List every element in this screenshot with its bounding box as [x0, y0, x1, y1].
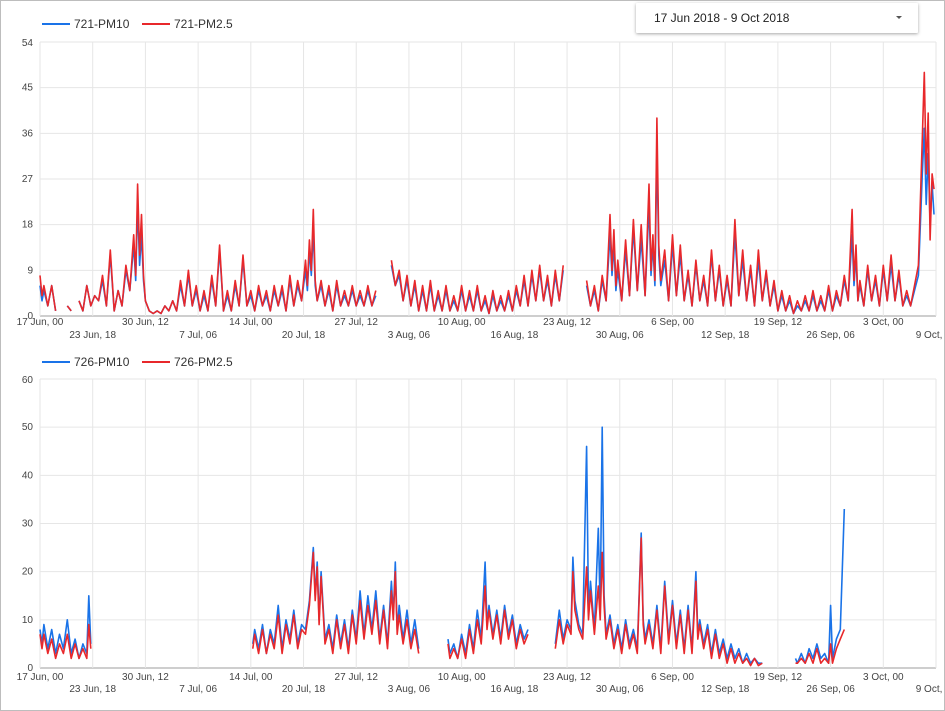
series-line-721-PM10 [39, 127, 935, 315]
x-tick-label: 27 Jul, 12 [335, 317, 379, 328]
x-tick-label: 3 Oct, 00 [863, 672, 904, 683]
y-tick-label: 60 [22, 375, 34, 386]
date-range-label: 17 Jun 2018 - 9 Oct 2018 [654, 11, 790, 25]
x-tick-label: 26 Sep, 06 [806, 684, 855, 695]
legend-item[interactable]: 721-PM10 [42, 17, 130, 31]
series-line-726-PM2.5 [39, 537, 846, 667]
x-tick-label: 12 Sep, 18 [701, 684, 750, 695]
series-line-721-PM2.5 [39, 71, 935, 315]
x-tick-label: 9 Oct, 18 [916, 330, 945, 341]
chart-2: 0 10 20 30 40 50 60 17 Jun, 00 23 Jun, 18 30 Jun,… [17, 355, 945, 695]
x-tick-label: 26 Sep, 06 [806, 330, 855, 341]
series-line-726-PM10 [39, 426, 846, 664]
x-tick-label: 7 Jul, 06 [179, 330, 217, 341]
legend-item[interactable]: 721-PM2.5 [142, 17, 233, 31]
legend-label: 721-PM2.5 [174, 17, 233, 31]
x-tick-label: 3 Oct, 00 [863, 317, 904, 328]
legend-label: 726-PM2.5 [174, 355, 233, 369]
y-tick-label: 10 [22, 615, 34, 626]
y-tick-label: 50 [22, 422, 34, 433]
date-range-picker[interactable]: 17 Jun 2018 - 9 Oct 2018 [636, 3, 918, 33]
x-tick-label: 10 Aug, 00 [438, 672, 486, 683]
x-tick-label: 10 Aug, 00 [438, 317, 486, 328]
x-tick-label: 3 Aug, 06 [388, 330, 431, 341]
y-tick-label: 27 [22, 174, 34, 185]
x-tick-label: 14 Jul, 00 [229, 672, 273, 683]
chart-1: 0 9 18 27 36 45 54 17 Jun, 00 23 Jun, 18 30 Jun, … [17, 17, 945, 341]
x-tick-label: 19 Sep, 12 [754, 672, 803, 683]
x-tick-label: 16 Aug, 18 [490, 330, 538, 341]
x-tick-label: 30 Aug, 06 [596, 684, 644, 695]
chevron-down-icon [896, 16, 902, 19]
x-tick-label: 20 Jul, 18 [282, 684, 326, 695]
x-tick-label: 23 Aug, 12 [543, 672, 591, 683]
x-tick-label: 7 Jul, 06 [179, 684, 217, 695]
y-tick-label: 0 [27, 311, 33, 322]
x-tick-label: 27 Jul, 12 [335, 672, 379, 683]
x-tick-label: 14 Jul, 00 [229, 317, 273, 328]
x-tick-label: 17 Jun, 00 [17, 317, 64, 328]
y-tick-label: 36 [22, 128, 34, 139]
y-tick-label: 9 [27, 265, 33, 276]
y-tick-label: 0 [27, 663, 33, 674]
x-tick-label: 12 Sep, 18 [701, 330, 750, 341]
x-tick-label: 30 Jun, 12 [122, 672, 169, 683]
legend-label: 726-PM10 [74, 355, 130, 369]
y-tick-label: 54 [22, 38, 34, 49]
x-tick-label: 23 Jun, 18 [69, 330, 116, 341]
legend-item[interactable]: 726-PM2.5 [142, 355, 233, 369]
x-tick-label: 23 Jun, 18 [69, 684, 116, 695]
legend-label: 721-PM10 [74, 17, 130, 31]
x-tick-label: 9 Oct, 18 [916, 684, 945, 695]
x-tick-label: 20 Jul, 18 [282, 330, 326, 341]
x-tick-label: 16 Aug, 18 [490, 684, 538, 695]
x-tick-label: 17 Jun, 00 [17, 672, 64, 683]
x-tick-label: 23 Aug, 12 [543, 317, 591, 328]
x-tick-label: 19 Sep, 12 [754, 317, 803, 328]
y-tick-label: 20 [22, 567, 34, 578]
legend-item[interactable]: 726-PM10 [42, 355, 130, 369]
y-tick-label: 40 [22, 470, 34, 481]
x-tick-label: 3 Aug, 06 [388, 684, 431, 695]
x-tick-label: 6 Sep, 00 [651, 672, 694, 683]
y-tick-label: 18 [22, 220, 34, 231]
y-tick-label: 45 [22, 83, 34, 94]
y-tick-label: 30 [22, 519, 34, 530]
x-tick-label: 6 Sep, 00 [651, 317, 694, 328]
x-tick-label: 30 Jun, 12 [122, 317, 169, 328]
x-tick-label: 30 Aug, 06 [596, 330, 644, 341]
